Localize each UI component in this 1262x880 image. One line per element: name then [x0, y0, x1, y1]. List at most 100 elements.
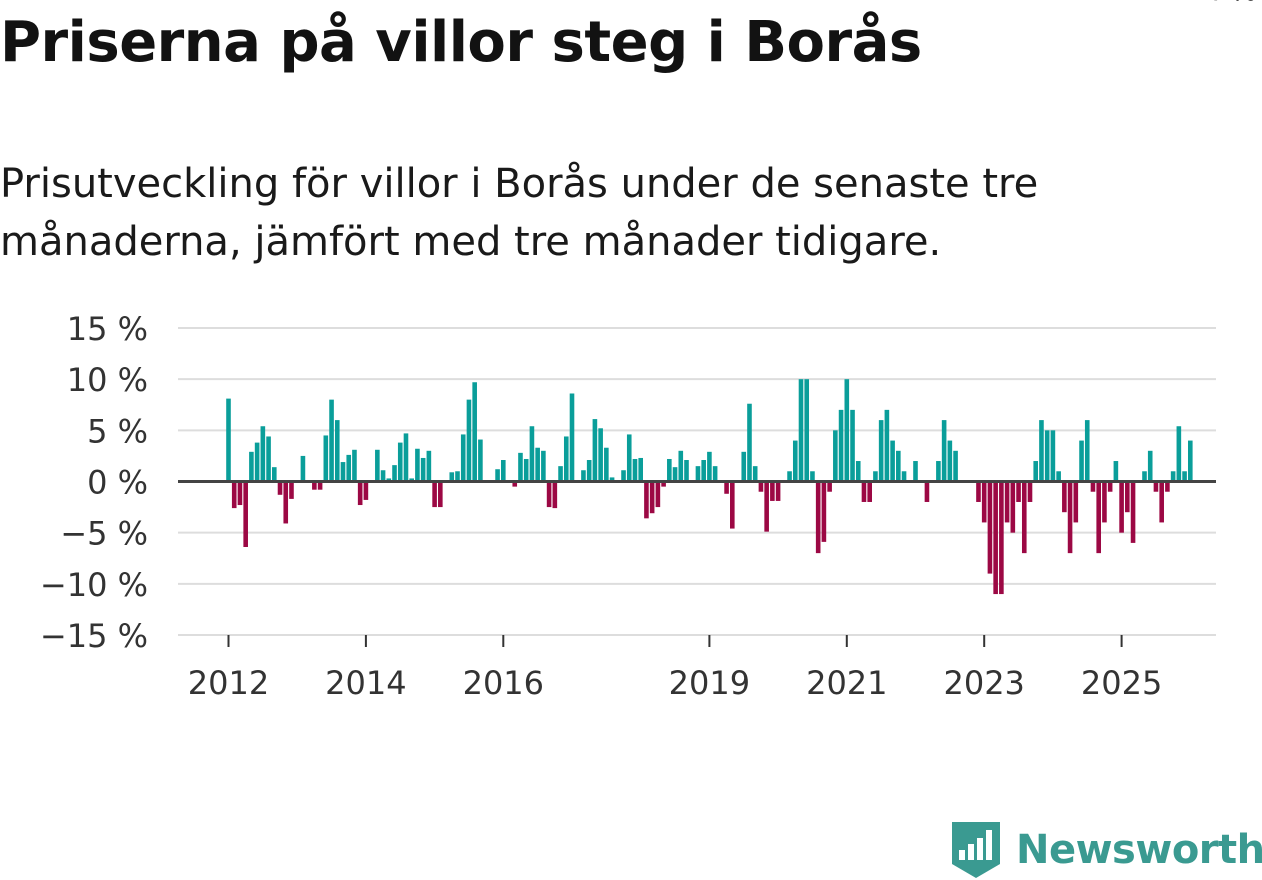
bar: [266, 436, 271, 482]
bar: [529, 426, 535, 482]
bar: [546, 481, 552, 508]
bar: [1107, 481, 1113, 492]
bar: [827, 481, 832, 492]
bar: [438, 481, 443, 508]
bar: [1056, 471, 1061, 482]
brand-name: Newsworthy: [1016, 827, 1262, 873]
bar: [953, 450, 958, 482]
bar: [632, 458, 638, 482]
bar: [701, 460, 706, 482]
bar: [1102, 481, 1107, 523]
bar: [1119, 481, 1124, 533]
x-tick-label: 2021: [806, 664, 887, 702]
bar: [392, 465, 397, 482]
bar: [1130, 481, 1136, 543]
bar: [323, 435, 329, 482]
bar: [609, 477, 615, 482]
bar: [1142, 471, 1147, 482]
bar: [300, 455, 306, 482]
bar: [878, 420, 884, 482]
bar: [924, 481, 930, 502]
bar: [386, 478, 392, 482]
bar: [867, 481, 872, 502]
bar: [638, 457, 643, 482]
bar: [283, 481, 289, 524]
bar: [626, 434, 632, 482]
bar: [661, 481, 666, 487]
bar: [798, 379, 804, 482]
bar: [563, 436, 569, 482]
bar: [844, 379, 850, 482]
page-title: Priserna på villor steg i Borås: [0, 10, 922, 75]
bar: [397, 442, 403, 482]
bar: [815, 481, 821, 554]
bar: [621, 470, 626, 482]
bar: [277, 481, 283, 495]
x-tick-label: 2012: [188, 664, 269, 702]
bar: [495, 469, 500, 482]
x-tick-label: 2025: [1081, 664, 1162, 702]
bar: [226, 398, 231, 482]
bar: [724, 481, 729, 494]
bar: [792, 440, 798, 482]
bar: [999, 481, 1004, 595]
bar: [272, 467, 277, 482]
bar: [764, 481, 769, 532]
bar: [901, 471, 907, 482]
bar: [352, 449, 357, 482]
bar: [821, 481, 827, 542]
bar: [523, 458, 529, 482]
bar: [552, 481, 558, 509]
bar: [586, 460, 592, 482]
bar: [644, 481, 649, 519]
bar: [1033, 461, 1039, 482]
bar: [758, 481, 764, 492]
bar: [890, 440, 895, 482]
bar: [231, 481, 237, 509]
bar: [1039, 420, 1044, 482]
bar: [684, 460, 689, 482]
bar: [512, 481, 518, 487]
bar: [672, 467, 678, 482]
y-tick-label: 0 %: [87, 464, 148, 502]
bar: [976, 481, 981, 502]
bar: [598, 428, 603, 482]
bar: [1067, 481, 1073, 554]
bar: [409, 478, 414, 482]
bar: [913, 461, 918, 482]
bar: [357, 481, 363, 506]
bar: [380, 470, 386, 482]
bar: [1079, 440, 1084, 482]
bar: [426, 450, 432, 482]
bar: [810, 471, 815, 482]
bar: [415, 448, 420, 482]
data-label: 4 %: [1204, 0, 1257, 7]
x-tick-label: 2016: [463, 664, 544, 702]
bar: [1159, 481, 1164, 523]
bar: [655, 481, 661, 508]
bar: [317, 481, 323, 490]
newsworthy-logo[interactable]: Newsworthy: [950, 820, 1262, 880]
bar: [1176, 426, 1182, 482]
bar: [363, 481, 369, 500]
bar: [243, 481, 248, 547]
bar: [1153, 481, 1159, 492]
bar: [804, 379, 810, 482]
bar: [558, 466, 563, 482]
bar: [1188, 440, 1193, 482]
bar: [712, 466, 718, 482]
bar: [1010, 481, 1016, 533]
bar: [752, 466, 758, 482]
bar: [855, 461, 861, 482]
bar: [346, 454, 352, 482]
y-tick-label: −10 %: [40, 566, 148, 604]
bar: [775, 481, 781, 501]
bar: [420, 457, 426, 482]
y-tick-label: 5 %: [87, 412, 148, 450]
bar: [592, 419, 598, 482]
bar: [334, 420, 340, 482]
bar: [1113, 461, 1119, 482]
bar: [604, 447, 609, 482]
bar: [472, 382, 477, 482]
